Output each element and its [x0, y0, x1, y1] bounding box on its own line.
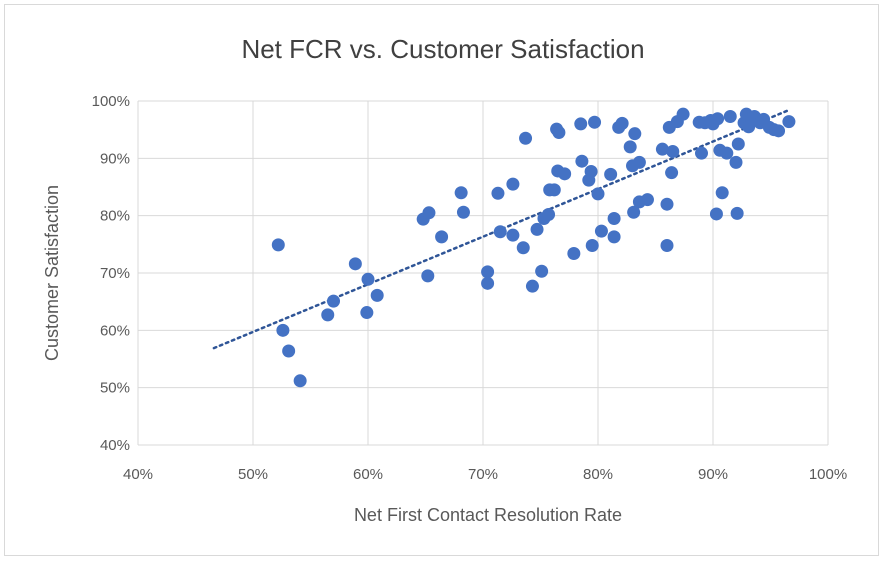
data-point [594, 224, 608, 238]
data-point [591, 187, 605, 201]
data-point [456, 205, 470, 219]
data-point [567, 247, 581, 261]
x-tick-label: 40% [123, 466, 153, 483]
data-point [361, 272, 375, 286]
data-point [558, 167, 572, 181]
x-tick-labels: 40% 50% 60% 70% 80% 90% 100% [123, 466, 847, 483]
data-point [481, 265, 495, 279]
x-tick-label: 80% [583, 466, 613, 483]
data-point [604, 167, 618, 181]
data-point [709, 207, 723, 221]
data-point [655, 142, 669, 156]
y-tick-label: 80% [100, 208, 130, 225]
data-point [493, 225, 507, 239]
data-point [723, 109, 737, 123]
data-point [276, 323, 290, 337]
data-point [552, 126, 566, 140]
data-point [360, 306, 374, 320]
data-points [271, 107, 796, 388]
data-point [666, 144, 680, 158]
data-point [327, 294, 340, 308]
data-point [525, 279, 539, 293]
data-point [547, 183, 561, 197]
data-point [584, 165, 598, 179]
chart-frame: Net FCR vs. Customer Satisfaction 40% 50%… [4, 4, 879, 556]
data-point [585, 238, 599, 252]
data-point [370, 288, 384, 302]
data-point [516, 241, 530, 255]
data-point [506, 228, 520, 242]
data-point [481, 276, 495, 290]
y-tick-label: 40% [100, 437, 130, 454]
data-point [665, 166, 679, 180]
data-point [607, 212, 621, 226]
x-tick-label: 70% [468, 466, 498, 483]
data-point [271, 238, 285, 252]
data-point [421, 269, 435, 283]
y-tick-labels: 40% 50% 60% 70% 80% 90% 100% [92, 93, 130, 454]
scatter-chart: Net FCR vs. Customer Satisfaction 40% 50%… [42, 34, 847, 525]
data-point [588, 115, 602, 129]
data-point [627, 205, 641, 219]
data-point [628, 127, 642, 141]
data-point [506, 177, 520, 191]
data-point [530, 222, 544, 236]
data-point [435, 230, 449, 244]
data-point [640, 193, 654, 207]
data-point [422, 206, 436, 220]
data-point [321, 308, 335, 322]
x-tick-label: 60% [353, 466, 383, 483]
y-tick-label: 70% [100, 265, 130, 282]
data-point [715, 186, 729, 200]
x-tick-label: 100% [809, 466, 847, 483]
y-tick-label: 50% [100, 380, 130, 397]
y-tick-label: 60% [100, 322, 130, 339]
data-point [676, 107, 690, 121]
x-tick-label: 50% [238, 466, 268, 483]
data-point [615, 116, 629, 130]
data-point [729, 155, 743, 169]
data-point [782, 115, 796, 129]
data-point [730, 206, 744, 220]
y-axis-title: Customer Satisfaction [42, 185, 62, 361]
data-point [731, 137, 745, 151]
data-point [282, 344, 296, 358]
data-point [574, 117, 588, 131]
data-point [695, 146, 708, 160]
data-point [632, 155, 646, 169]
data-point [519, 131, 533, 145]
data-point [535, 264, 549, 278]
data-point [542, 208, 556, 222]
data-point [348, 257, 362, 271]
y-tick-label: 90% [100, 150, 130, 167]
grid-layer [137, 100, 829, 446]
data-point [454, 186, 468, 200]
data-point [607, 230, 621, 244]
data-point [293, 374, 307, 388]
data-point [772, 124, 786, 138]
data-point [491, 186, 505, 200]
data-point [575, 154, 589, 168]
x-tick-label: 90% [698, 466, 728, 483]
x-axis-title: Net First Contact Resolution Rate [354, 505, 622, 525]
data-point [720, 146, 734, 160]
data-point [660, 238, 674, 252]
data-point [711, 112, 725, 126]
y-tick-label: 100% [92, 93, 130, 110]
chart-title: Net FCR vs. Customer Satisfaction [241, 34, 644, 64]
data-point [660, 197, 674, 211]
data-point [623, 140, 637, 154]
